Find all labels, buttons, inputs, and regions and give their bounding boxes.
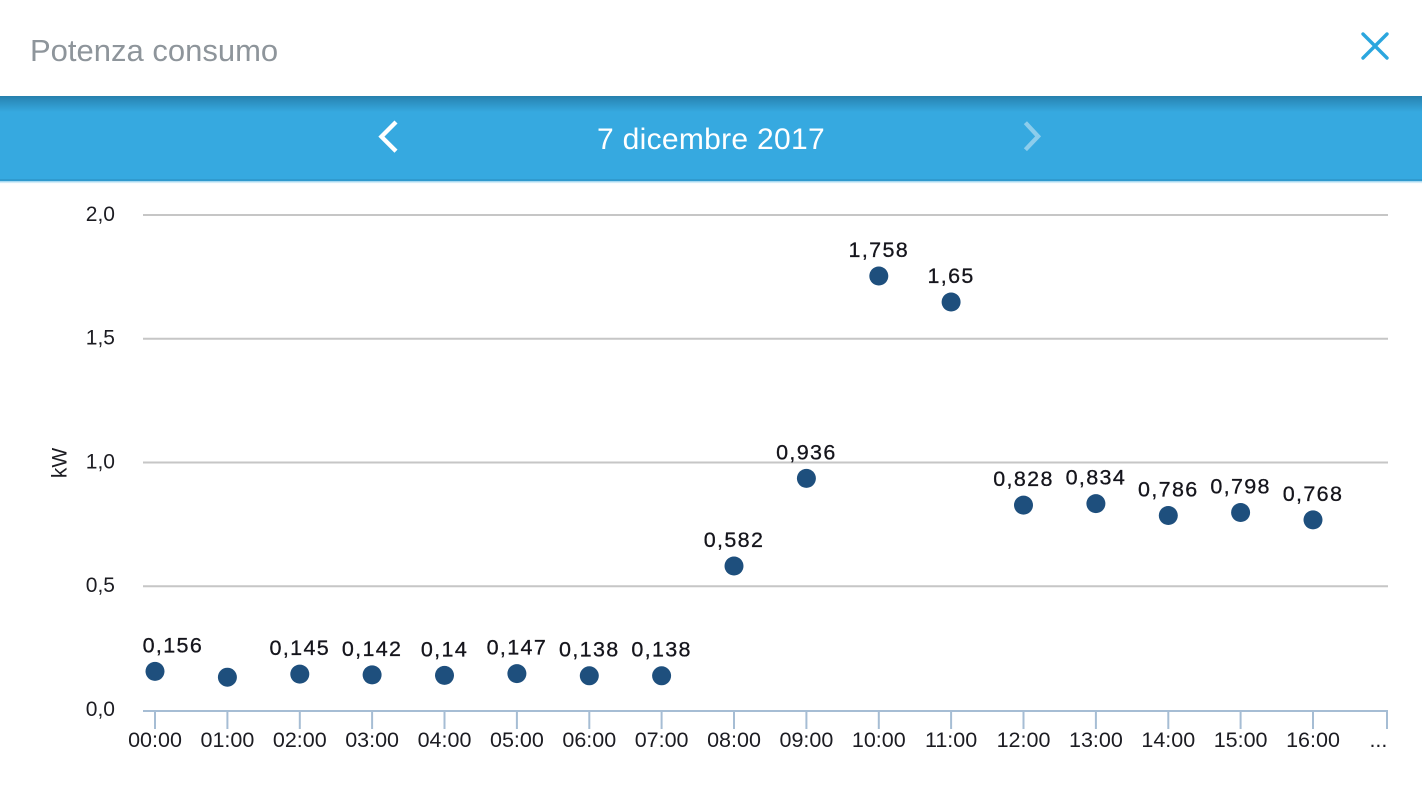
svg-text:0,786: 0,786	[1138, 477, 1199, 501]
svg-text:04:00: 04:00	[418, 728, 472, 752]
svg-text:1,0: 1,0	[86, 450, 115, 473]
svg-text:0,145: 0,145	[270, 636, 331, 660]
svg-text:0,828: 0,828	[993, 467, 1054, 491]
svg-text:05:00: 05:00	[490, 728, 544, 752]
svg-text:0,147: 0,147	[487, 636, 548, 660]
svg-text:10:00: 10:00	[852, 728, 906, 752]
svg-text:0,798: 0,798	[1210, 474, 1271, 498]
svg-text:02:00: 02:00	[273, 728, 327, 752]
svg-text:1,758: 1,758	[849, 238, 910, 262]
svg-text:0,138: 0,138	[559, 638, 620, 662]
svg-text:0,138: 0,138	[631, 638, 692, 662]
svg-text:...: ...	[1369, 728, 1387, 752]
svg-text:01:00: 01:00	[200, 728, 254, 752]
svg-text:Potenza consumo: Potenza consumo	[30, 33, 278, 68]
svg-text:0,156: 0,156	[143, 633, 204, 657]
svg-text:0,5: 0,5	[86, 574, 115, 597]
svg-text:kW: kW	[49, 448, 72, 479]
svg-text:0,582: 0,582	[704, 528, 765, 552]
svg-text:1,5: 1,5	[86, 327, 115, 350]
svg-text:08:00: 08:00	[707, 728, 761, 752]
svg-text:09:00: 09:00	[779, 728, 833, 752]
svg-text:14:00: 14:00	[1141, 728, 1195, 752]
svg-text:0,936: 0,936	[776, 440, 837, 464]
svg-text:0,142: 0,142	[342, 637, 403, 661]
svg-text:03:00: 03:00	[345, 728, 399, 752]
svg-text:2,0: 2,0	[86, 203, 115, 226]
svg-text:0,14: 0,14	[421, 637, 468, 661]
svg-text:16:00: 16:00	[1286, 728, 1340, 752]
svg-text:7 dicembre 2017: 7 dicembre 2017	[597, 123, 825, 156]
svg-text:15:00: 15:00	[1214, 728, 1268, 752]
svg-text:11:00: 11:00	[925, 728, 977, 752]
svg-text:1,65: 1,65	[927, 264, 974, 288]
svg-text:00:00: 00:00	[128, 728, 182, 752]
svg-text:07:00: 07:00	[635, 728, 689, 752]
svg-text:0,768: 0,768	[1283, 482, 1344, 506]
svg-text:0,834: 0,834	[1066, 466, 1127, 490]
svg-text:13:00: 13:00	[1069, 728, 1123, 752]
svg-text:06:00: 06:00	[562, 728, 616, 752]
svg-text:0,0: 0,0	[86, 698, 115, 721]
svg-text:12:00: 12:00	[997, 728, 1051, 752]
